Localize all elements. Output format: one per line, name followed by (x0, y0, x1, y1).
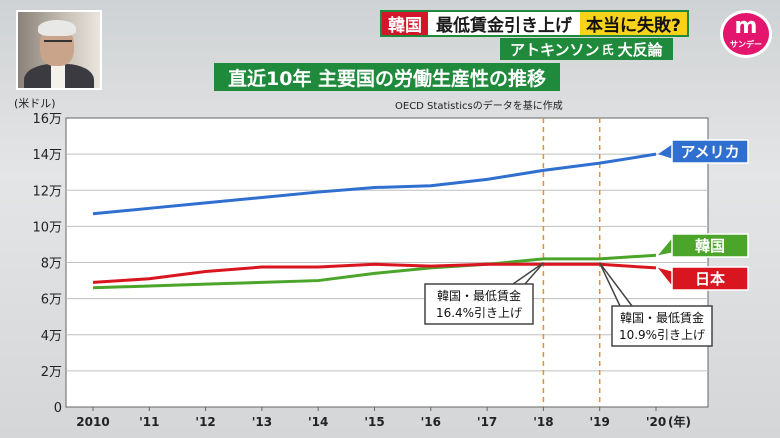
y-tick-label: 6万 (41, 293, 62, 308)
annotation-text-line1: 韓国・最低賃金 (620, 310, 704, 325)
annotation-callout-box (611, 305, 713, 347)
subhead-name: アトキンソン (510, 40, 600, 59)
annotation-callout-box (424, 283, 534, 325)
y-tick-label: 12万 (32, 184, 62, 199)
headline-banner: 韓国 最低賃金引き上げ 本当に失敗? (380, 10, 689, 37)
y-tick-label: 16万 (32, 112, 62, 127)
annotation-callout-pointer (512, 262, 544, 285)
x-tick-label: '11 (139, 415, 159, 429)
annotation-text-line2: 10.9%引き上げ (619, 328, 705, 342)
x-tick-label: '18 (533, 415, 553, 429)
y-axis-label: (米ドル) (14, 97, 56, 110)
x-tick-label: '14 (308, 415, 328, 429)
x-axis-label: (年) (668, 414, 691, 429)
series-label-pointer-japan (658, 267, 672, 286)
series-label-usa: アメリカ (680, 143, 739, 161)
annotation-text-line1: 韓国・最低賃金 (437, 288, 521, 303)
x-tick-label: '17 (477, 415, 497, 429)
y-tick-label: 2万 (41, 365, 62, 380)
series-label-box-usa (671, 139, 749, 164)
series-line-usa (92, 152, 657, 216)
subhead-banner: アトキンソン 氏 大反論 (500, 38, 673, 60)
x-tick-label: '13 (252, 415, 272, 429)
annotation-text-line2: 16.4%引き上げ (436, 306, 522, 320)
series-line-korea (92, 253, 657, 290)
y-tick-label: 0 (54, 401, 62, 416)
series-label-korea: 韓国 (695, 237, 725, 255)
chart-title: 直近10年 主要国の労働生産性の推移 (214, 63, 561, 91)
series-line-japan (92, 262, 657, 284)
x-tick-label: 2010 (76, 415, 109, 429)
source-note: OECD Statisticsのデータを基に作成 (395, 101, 563, 112)
y-tick-label: 8万 (41, 257, 62, 272)
logo-mark: m (734, 14, 758, 39)
x-tick-label: '19 (590, 415, 610, 429)
series-label-pointer-korea (658, 238, 672, 256)
series-label-box-japan (671, 266, 749, 291)
annotation-callout-pointer (599, 262, 633, 307)
subhead-honorific: 氏 (601, 42, 614, 57)
y-tick-label: 4万 (41, 329, 62, 344)
logo-text: サンデー (730, 40, 762, 49)
y-tick-label: 14万 (32, 148, 62, 163)
x-tick-label: '16 (421, 415, 441, 429)
y-tick-label: 10万 (32, 220, 62, 235)
series-label-pointer-usa (658, 144, 672, 159)
series-label-japan: 日本 (695, 270, 725, 288)
headline-emphasis: 本当に失敗? (580, 12, 687, 36)
series-label-box-korea (671, 233, 749, 258)
program-logo: m サンデー (720, 10, 772, 58)
x-tick-label: '12 (195, 415, 215, 429)
headline-country-tag: 韓国 (382, 12, 428, 36)
subhead-text: 大反論 (617, 40, 663, 59)
x-tick-label: '20 (646, 415, 666, 429)
x-tick-label: '15 (364, 415, 384, 429)
headline-text: 最低賃金引き上げ (436, 16, 572, 36)
speaker-video-inset (16, 10, 102, 90)
